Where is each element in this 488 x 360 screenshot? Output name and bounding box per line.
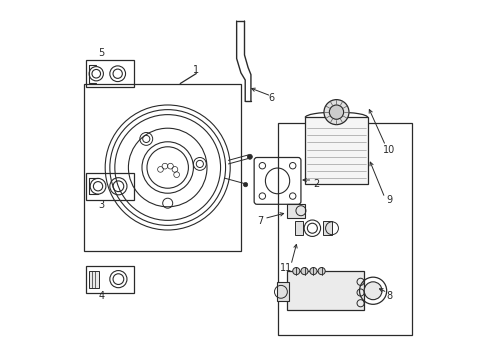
Bar [85,266,134,293]
Bar [305,117,367,184]
Circle shape [247,154,252,159]
Bar [323,221,331,235]
Circle shape [309,267,316,275]
Circle shape [292,267,299,275]
Bar [294,221,303,235]
Text: 6: 6 [268,93,274,103]
Text: 7: 7 [257,216,263,226]
Bar [85,60,134,87]
Circle shape [364,282,381,300]
Circle shape [324,100,348,125]
Text: 3: 3 [99,200,104,210]
Text: 1: 1 [193,65,199,75]
Circle shape [243,183,247,187]
Text: 8: 8 [386,291,391,301]
Circle shape [328,105,343,119]
Bar [287,271,364,310]
Bar [85,173,134,200]
Text: 10: 10 [382,145,394,155]
Circle shape [317,267,325,275]
Text: 11: 11 [279,262,291,273]
Circle shape [300,267,307,275]
Text: 2: 2 [312,179,318,189]
Bar [276,282,288,301]
Bar [83,84,241,251]
Bar [287,204,305,217]
Bar [89,271,99,288]
Text: 4: 4 [99,291,104,301]
Bar [278,123,411,336]
Text: 9: 9 [386,195,391,204]
Text: 5: 5 [98,48,104,58]
